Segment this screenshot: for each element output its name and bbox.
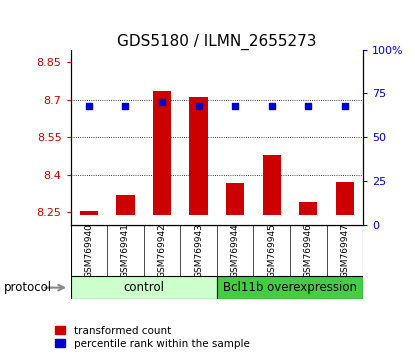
Bar xyxy=(153,91,171,215)
Bar xyxy=(189,97,208,215)
Bar xyxy=(217,276,363,299)
Bar xyxy=(263,155,281,215)
Point xyxy=(232,103,239,108)
Bar xyxy=(116,195,134,215)
Point xyxy=(269,103,275,108)
Text: GSM769944: GSM769944 xyxy=(231,223,239,278)
Point xyxy=(85,103,92,108)
Bar xyxy=(299,202,317,215)
Title: GDS5180 / ILMN_2655273: GDS5180 / ILMN_2655273 xyxy=(117,33,317,50)
Legend: transformed count, percentile rank within the sample: transformed count, percentile rank withi… xyxy=(55,326,250,349)
Text: GSM769946: GSM769946 xyxy=(304,223,313,278)
Text: GSM769943: GSM769943 xyxy=(194,223,203,278)
Point xyxy=(195,103,202,108)
Point xyxy=(305,103,312,108)
Point xyxy=(159,99,165,105)
Text: GSM769941: GSM769941 xyxy=(121,223,130,278)
Text: GSM769947: GSM769947 xyxy=(340,223,349,278)
Bar xyxy=(71,276,217,299)
Bar xyxy=(226,183,244,215)
Text: GSM769940: GSM769940 xyxy=(84,223,93,278)
Point xyxy=(342,103,348,108)
Text: GSM769945: GSM769945 xyxy=(267,223,276,278)
Text: control: control xyxy=(123,281,164,294)
Bar xyxy=(80,211,98,215)
Text: Bcl11b overexpression: Bcl11b overexpression xyxy=(223,281,357,294)
Bar xyxy=(336,182,354,215)
Text: GSM769942: GSM769942 xyxy=(157,223,166,278)
Text: protocol: protocol xyxy=(4,281,52,294)
Point xyxy=(122,103,129,108)
